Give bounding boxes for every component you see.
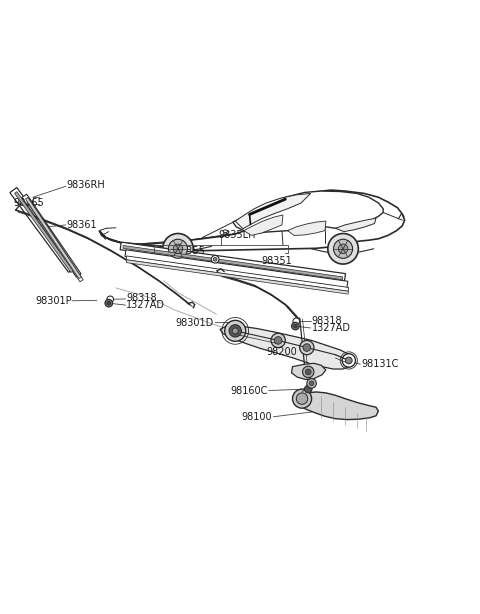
Polygon shape: [126, 260, 348, 294]
Text: 98200: 98200: [266, 347, 297, 357]
Polygon shape: [222, 230, 228, 233]
Polygon shape: [336, 218, 376, 231]
Circle shape: [163, 233, 193, 264]
Circle shape: [328, 233, 359, 264]
Text: 98365: 98365: [13, 198, 44, 208]
Circle shape: [107, 301, 111, 305]
Circle shape: [173, 244, 183, 254]
Text: 98355: 98355: [174, 246, 205, 255]
Polygon shape: [14, 192, 73, 273]
Polygon shape: [123, 246, 343, 280]
Circle shape: [211, 255, 219, 263]
Polygon shape: [220, 325, 355, 369]
Text: 9835LH: 9835LH: [218, 230, 256, 240]
Text: 98318: 98318: [126, 293, 157, 303]
Polygon shape: [291, 363, 326, 379]
Circle shape: [307, 379, 316, 388]
Polygon shape: [27, 200, 83, 282]
Polygon shape: [288, 221, 326, 235]
Circle shape: [225, 321, 246, 341]
Circle shape: [229, 325, 241, 337]
Circle shape: [293, 318, 300, 325]
Circle shape: [232, 328, 238, 334]
Polygon shape: [125, 250, 348, 288]
Circle shape: [302, 366, 314, 378]
Polygon shape: [244, 215, 283, 235]
Text: 98301D: 98301D: [176, 318, 214, 328]
Circle shape: [293, 324, 297, 328]
Circle shape: [304, 385, 312, 393]
Polygon shape: [10, 187, 75, 273]
Polygon shape: [22, 194, 81, 277]
Polygon shape: [235, 193, 311, 229]
Text: 98318: 98318: [312, 316, 342, 326]
Polygon shape: [99, 190, 405, 251]
Circle shape: [105, 300, 113, 307]
Circle shape: [338, 244, 348, 254]
Circle shape: [303, 344, 311, 351]
Circle shape: [168, 239, 188, 258]
Polygon shape: [233, 191, 383, 233]
Text: 1327AD: 1327AD: [126, 300, 166, 310]
Text: 98100: 98100: [242, 412, 273, 422]
Circle shape: [346, 357, 352, 363]
Text: 98131C: 98131C: [361, 359, 398, 369]
Circle shape: [271, 333, 285, 348]
Circle shape: [213, 257, 217, 261]
Circle shape: [334, 239, 353, 258]
Circle shape: [275, 336, 282, 344]
Circle shape: [107, 296, 114, 303]
Text: 98160C: 98160C: [230, 386, 268, 395]
Polygon shape: [295, 392, 378, 419]
Text: 98361: 98361: [67, 220, 97, 230]
Polygon shape: [126, 256, 348, 291]
Text: 98351: 98351: [262, 256, 292, 266]
Circle shape: [309, 381, 314, 386]
Circle shape: [296, 393, 308, 405]
Text: 9836RH: 9836RH: [67, 181, 106, 190]
Text: 98301P: 98301P: [36, 296, 72, 306]
Circle shape: [300, 340, 314, 355]
Circle shape: [292, 389, 312, 408]
Circle shape: [291, 322, 299, 330]
Text: 1327AD: 1327AD: [312, 322, 350, 333]
Circle shape: [342, 354, 356, 367]
Polygon shape: [120, 242, 346, 281]
Polygon shape: [25, 197, 81, 279]
Circle shape: [305, 369, 311, 375]
